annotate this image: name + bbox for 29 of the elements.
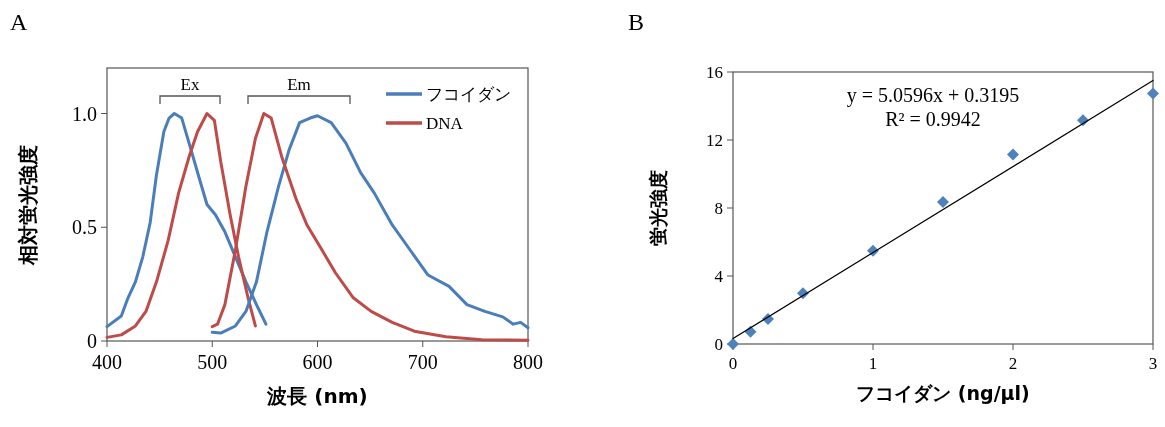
y-tick-label: 16	[706, 62, 723, 82]
legend-label: フコイダン	[426, 84, 511, 104]
annotation: Ex	[180, 75, 200, 94]
y-tick-label: 0	[87, 330, 97, 352]
y-tick-label: 1.0	[72, 102, 97, 125]
y-tick-label: 12	[706, 130, 723, 150]
x-tick-label: 0	[728, 354, 738, 373]
y-tick-label: 4	[714, 266, 724, 286]
annotation: Em	[287, 75, 311, 94]
x-axis-title: 波長 (nm)	[266, 384, 368, 408]
x-tick-label: 1	[868, 354, 878, 373]
annotation: y = 5.0596x + 0.3195	[846, 84, 1020, 107]
y-tick-label: 0	[714, 334, 723, 354]
y-axis-title: 蛍光強度	[647, 170, 669, 246]
x-tick-label: 600	[302, 351, 333, 373]
x-tick-label: 3	[1148, 354, 1158, 373]
x-tick-label: 700	[407, 351, 438, 373]
annotation: R² = 0.9942	[885, 108, 981, 130]
y-tick-label: 8	[714, 198, 723, 218]
x-tick-label: 800	[513, 351, 543, 373]
chart-title: B	[628, 9, 645, 35]
x-tick-label: 500	[197, 351, 228, 373]
y-axis-title: 相対蛍光強度	[16, 144, 40, 266]
x-tick-label: 2	[1008, 354, 1018, 373]
chart-title: A	[10, 9, 28, 35]
y-tick-label: 0.5	[72, 216, 97, 239]
x-axis-title: フコイダン (ng/μl)	[856, 382, 1030, 404]
x-tick-label: 400	[92, 351, 122, 373]
legend-label: DNA	[426, 114, 464, 133]
